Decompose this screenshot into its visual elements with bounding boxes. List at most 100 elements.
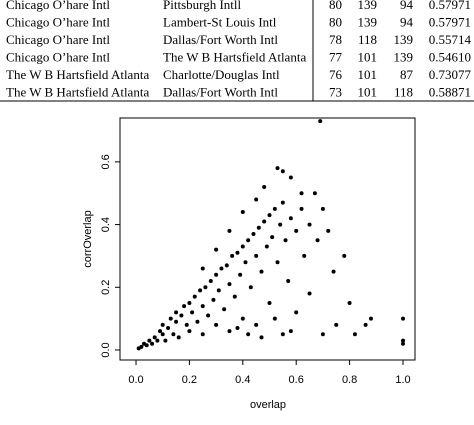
table-cell: 0.58871 (429, 84, 471, 99)
point (259, 269, 264, 274)
point (200, 304, 205, 309)
point (139, 344, 144, 349)
point (318, 119, 323, 124)
table-cell: 101 (358, 84, 378, 99)
point (224, 263, 229, 268)
point (347, 300, 352, 305)
point (240, 210, 245, 215)
point (272, 206, 277, 211)
table-cell: Chicago O’hare Intl (6, 32, 110, 47)
point (294, 310, 299, 315)
point (283, 238, 288, 243)
point (288, 216, 293, 221)
x-tick-label: 0.0 (128, 374, 143, 386)
point (256, 225, 261, 230)
table-cell: 77 (329, 49, 343, 64)
table-cell: 118 (358, 32, 377, 47)
point (334, 322, 339, 327)
point (176, 335, 181, 340)
point (299, 191, 304, 196)
point (214, 272, 219, 277)
point (150, 341, 155, 346)
plot-frame (119, 117, 416, 361)
point (168, 316, 173, 321)
point (184, 322, 189, 327)
table-cell: 73 (329, 84, 342, 99)
point (158, 329, 163, 334)
table-cell: 101 (358, 67, 378, 82)
point (200, 266, 205, 271)
point (160, 332, 165, 337)
point (280, 169, 285, 174)
point (302, 253, 307, 258)
point (326, 228, 331, 233)
point (400, 341, 405, 346)
point (331, 269, 336, 274)
table-cell: 78 (329, 32, 342, 47)
point (320, 206, 325, 211)
point (227, 329, 232, 334)
point (259, 335, 264, 340)
point (214, 322, 219, 327)
point (400, 338, 405, 343)
table-cell: Lambert-St Louis Intl (163, 14, 277, 29)
table-cell: 80 (329, 14, 342, 29)
point (187, 300, 192, 305)
point (208, 279, 213, 284)
point (262, 219, 267, 224)
point (272, 316, 277, 321)
point (160, 322, 165, 327)
point (288, 175, 293, 180)
point (363, 322, 368, 327)
point (227, 228, 232, 233)
table-cell: The W B Hartsfield Atlanta (6, 67, 149, 82)
table-cell: The W B Hartsfield Atlanta (6, 84, 149, 99)
point (198, 288, 203, 293)
point (192, 294, 197, 299)
point (200, 332, 205, 337)
point (174, 319, 179, 324)
point (179, 313, 184, 318)
point (280, 200, 285, 205)
table-cell: 101 (358, 49, 378, 64)
point (307, 291, 312, 296)
point (147, 338, 152, 343)
table-cell: Dallas/Fort Worth Intl (163, 84, 278, 99)
point (315, 238, 320, 243)
table-cell: 0.55714 (429, 32, 472, 47)
point (235, 250, 240, 255)
table-cell: Charlotte/Douglas Intl (163, 67, 280, 82)
y-tick-label: 0.6 (100, 154, 112, 169)
x-axis-label: overlap (250, 399, 286, 411)
point (222, 307, 227, 312)
point (190, 310, 195, 315)
point (240, 316, 245, 321)
table-cell: Chicago O’hare Intl (6, 0, 110, 12)
point (219, 266, 224, 271)
point (294, 228, 299, 233)
point (216, 288, 221, 293)
table-cell: 94 (400, 0, 414, 12)
point (243, 260, 248, 265)
point (248, 285, 253, 290)
x-tick-label: 0.2 (182, 374, 197, 386)
point (254, 322, 259, 327)
point (288, 329, 293, 334)
table-cell: 80 (329, 0, 342, 12)
y-tick-label: 0.2 (100, 280, 112, 295)
point (286, 279, 291, 284)
point (211, 297, 216, 302)
point (251, 231, 256, 236)
point (278, 222, 283, 227)
table-cell: 139 (358, 0, 378, 12)
point (400, 316, 405, 321)
x-tick-label: 0.4 (235, 374, 250, 386)
y-tick-label: 0.4 (100, 217, 112, 232)
table-cell: Pittsburgh Intll (163, 0, 242, 12)
point (214, 247, 219, 252)
x-tick-label: 0.6 (289, 374, 304, 386)
point (320, 332, 325, 337)
x-tick-label: 0.8 (342, 374, 357, 386)
point (240, 244, 245, 249)
